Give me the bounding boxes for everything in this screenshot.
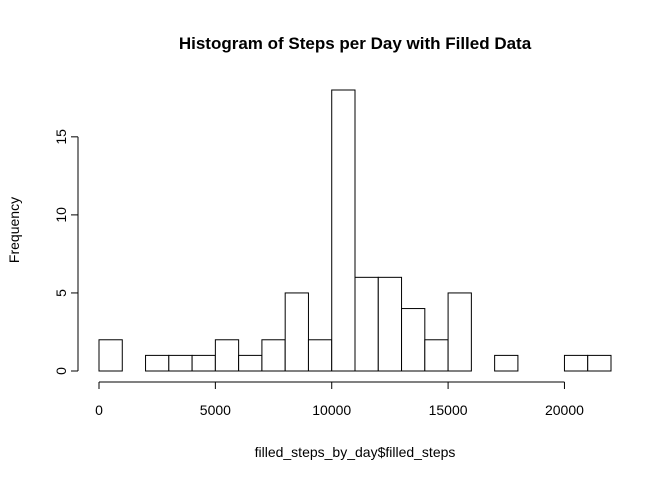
chart-title: Histogram of Steps per Day with Filled D… [179, 34, 532, 53]
x-tick-label: 15000 [429, 402, 468, 418]
histogram-bar [98, 339, 123, 372]
histogram-bar [284, 292, 309, 372]
y-tick-label: 5 [53, 289, 69, 297]
histogram-bar [168, 354, 193, 372]
histogram-bar [401, 308, 426, 372]
x-tick-label: 20000 [545, 402, 584, 418]
y-tick-label: 15 [53, 129, 69, 145]
x-tick-label: 0 [95, 402, 103, 418]
histogram-bar [331, 89, 356, 372]
histogram-bar [307, 339, 333, 372]
y-tick-label: 10 [53, 207, 69, 223]
histogram-bar [214, 339, 240, 372]
histogram-bar [587, 354, 612, 372]
bars-group [98, 89, 612, 372]
y-axis: 0 5 10 15 [53, 129, 79, 375]
x-axis-label: filled_steps_by_day$filled_steps [255, 444, 456, 460]
histogram-bar [377, 276, 403, 372]
x-tick-label: 10000 [312, 402, 351, 418]
y-axis-label: Frequency [6, 197, 22, 263]
histogram-bar [238, 354, 263, 372]
x-axis: 0 5000 10000 15000 20000 [95, 381, 584, 418]
histogram-bar [447, 292, 472, 372]
histogram-bar [261, 339, 286, 372]
histogram-bar [563, 354, 589, 372]
histogram-bar [191, 354, 216, 372]
histogram-bar [424, 339, 449, 372]
x-tick-label: 5000 [200, 402, 231, 418]
y-tick-label: 0 [53, 367, 69, 375]
histogram-bar [354, 276, 379, 372]
histogram-bar [494, 354, 519, 372]
histogram-bar [145, 354, 170, 372]
